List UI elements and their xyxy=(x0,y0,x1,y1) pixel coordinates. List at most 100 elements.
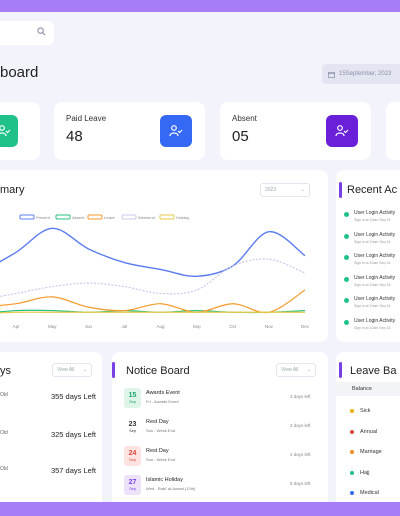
legend-label: Absent xyxy=(72,215,85,220)
stat-card-present xyxy=(0,102,40,160)
activity-title-text: User Login Activity xyxy=(354,274,396,281)
date-month: Sep xyxy=(128,399,137,404)
activity-time: Sign in at 10am Sep 15 xyxy=(354,261,391,265)
notice-item[interactable]: 24 Sep Rest Day Sun - Week End 4 days left xyxy=(124,446,324,468)
stat-card-paid-leave: Paid Leave 48 xyxy=(54,102,205,160)
days-left: 355 days Left xyxy=(50,392,96,401)
legend-swatch xyxy=(55,214,71,220)
search-input[interactable] xyxy=(0,21,54,45)
stat-title: Paid Leave xyxy=(66,114,107,123)
holiday-row: Old 357 days Left xyxy=(0,466,102,486)
search-icon xyxy=(37,27,46,36)
notice-days-left: 3 days left xyxy=(290,394,311,399)
days-left: 325 days Left xyxy=(50,430,96,439)
notice-item-sub: Wed - Rabi' al-Awwal (12th) xyxy=(146,486,196,491)
year-select[interactable]: 2023 ⌄ xyxy=(260,183,310,197)
notice-days-left: 3 days left xyxy=(290,423,311,428)
activity-title-text: User Login Activity xyxy=(354,296,396,302)
stat-card-absent: Absent 05 xyxy=(220,102,371,160)
view-all-select[interactable]: View All ⌄ xyxy=(52,363,92,377)
activity-item[interactable]: User Login Activity Sign in at 10am Sep 1… xyxy=(344,210,400,228)
legend-swatch xyxy=(87,214,103,220)
activity-title-text: User Login Activity xyxy=(354,253,396,259)
year-value: 2023 xyxy=(265,187,277,193)
attendance-summary-card: mary 2023 ⌄ Present Absent Leave Weekend Hol… xyxy=(0,170,328,342)
notice-item[interactable]: 15 Sep Awards Event Fri - Awards Event 3 day… xyxy=(124,388,324,410)
legend-swatch xyxy=(159,214,175,220)
activity-title-text: User Login Activity xyxy=(354,210,396,216)
date-badge: 24 Sep xyxy=(124,446,141,466)
date-month: Sep xyxy=(128,457,137,462)
x-tick-label: Jul xyxy=(122,324,128,329)
stat-title: Absent xyxy=(232,114,257,123)
status-dot xyxy=(344,319,349,325)
balance-title: Leave Ba xyxy=(350,365,397,377)
user-check-icon xyxy=(0,125,11,137)
status-dot xyxy=(344,298,349,303)
notice-item-title: Islamic Holiday xyxy=(146,477,183,483)
section-accent xyxy=(339,182,342,198)
status-dot xyxy=(344,276,349,282)
view-all-select[interactable]: View All ⌄ xyxy=(276,363,316,377)
activity-item[interactable]: User Login Activity Sign in at 10am Sep 1… xyxy=(344,253,400,271)
recent-activity-card: Recent Ac User Login Activity Sign in at … xyxy=(336,170,400,342)
calendar-icon xyxy=(328,71,335,78)
chevron-down-icon: ⌄ xyxy=(300,187,305,193)
user-check-icon xyxy=(169,125,183,137)
activity-item[interactable]: User Login Activity Sign in at 10am Sep 1… xyxy=(344,318,400,336)
notice-item-sub: Fri - Awards Event xyxy=(146,399,179,404)
x-tick-label: Sep xyxy=(193,324,202,329)
notice-item-sub: Sun - Week End xyxy=(146,457,176,462)
activity-title: Recent Ac xyxy=(347,184,398,196)
x-tick-label: Dec xyxy=(301,324,310,329)
status-dot xyxy=(344,255,349,260)
x-tick-label: Nov xyxy=(265,324,274,329)
leave-type-label: Annual xyxy=(360,428,378,435)
user-check-icon xyxy=(335,125,349,137)
series-line-weekend xyxy=(0,258,306,298)
notice-days-left: 4 days left xyxy=(290,452,311,457)
legend-swatch xyxy=(19,214,35,220)
leave-type-dot xyxy=(350,470,354,475)
stat-value: 48 xyxy=(66,128,83,145)
activity-time: Sign in at 10am Sep 15 xyxy=(354,282,391,287)
legend-label: Present xyxy=(36,215,51,220)
x-tick-label: Aug xyxy=(157,324,166,329)
stat-card-partial xyxy=(386,102,400,160)
activity-time: Sign in at 10am Sep 15 xyxy=(354,239,391,244)
activity-item[interactable]: User Login Activity Sign in at 10am Sep 1… xyxy=(344,296,400,314)
stat-icon-box xyxy=(160,115,192,147)
date-day: 23 xyxy=(128,421,137,428)
series-line-leave xyxy=(0,289,306,314)
view-all-label: View All xyxy=(281,367,299,373)
page-title: board xyxy=(0,64,39,81)
holiday-tag: Old xyxy=(0,430,8,436)
leave-type-label: Sick xyxy=(360,408,371,414)
section-accent xyxy=(112,362,115,378)
legend-label: Weekend xyxy=(138,215,155,220)
activity-title-text: User Login Activity xyxy=(354,317,396,324)
chevron-down-icon: ⌄ xyxy=(306,367,311,373)
holidays-title: ys xyxy=(0,365,11,377)
balance-header: Balance xyxy=(352,386,372,392)
leave-type-dot xyxy=(350,450,354,454)
notice-board-card: Notice Board View All ⌄ 15 Sep Awards Even… xyxy=(112,352,328,508)
view-all-label: View All xyxy=(57,367,75,373)
activity-item[interactable]: User Login Activity Sign in at 10am Sep 1… xyxy=(344,232,400,250)
current-date: 15September, 2023 xyxy=(339,71,392,77)
leave-type-dot xyxy=(350,409,354,413)
notice-item-title: Awards Event xyxy=(146,390,180,396)
date-day: 15 xyxy=(128,392,137,399)
leave-type-label: Medical xyxy=(360,490,379,496)
date-picker[interactable]: 15September, 2023 xyxy=(322,64,400,84)
leave-type-dot xyxy=(350,491,354,495)
notice-item[interactable]: 23 Sep Rest Day Sun - Week End 3 days left xyxy=(124,417,324,439)
holiday-tag: Old xyxy=(0,392,8,398)
legend-swatch xyxy=(121,214,137,220)
activity-item[interactable]: User Login Activity Sign in at 10am Sep 1… xyxy=(344,275,400,293)
balance-header-row: Balance xyxy=(336,382,400,396)
leave-balance-card: Leave Ba Balance Sick Annual Marriage Hajj M… xyxy=(336,352,400,508)
date-badge: 23 Sep xyxy=(124,417,141,437)
days-left: 357 days Left xyxy=(50,466,96,475)
notice-item[interactable]: 27 Sep Islamic Holiday Wed - Rabi' al-Awwal… xyxy=(124,475,324,497)
